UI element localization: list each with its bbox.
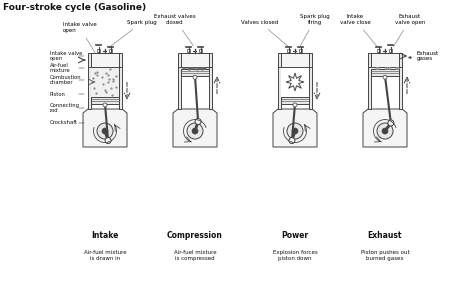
Text: Exhaust
valve open: Exhaust valve open: [393, 14, 425, 47]
Text: Crockshaft: Crockshaft: [50, 121, 78, 126]
Text: Intake valve
open: Intake valve open: [63, 22, 97, 54]
Bar: [371, 53, 399, 67]
Bar: [88, 53, 122, 67]
Polygon shape: [286, 73, 304, 91]
Polygon shape: [273, 109, 317, 147]
Bar: [91, 97, 119, 104]
Text: Air-fuel mixture
is drawn in: Air-fuel mixture is drawn in: [84, 250, 126, 261]
Bar: [181, 69, 209, 76]
Bar: [371, 67, 399, 69]
Bar: [309, 67, 312, 109]
Circle shape: [292, 128, 298, 134]
Bar: [209, 67, 212, 109]
Circle shape: [102, 128, 108, 134]
Text: Combustion
chamber: Combustion chamber: [50, 74, 82, 85]
Text: Power: Power: [282, 232, 309, 241]
Circle shape: [289, 138, 295, 144]
Text: Exhaust: Exhaust: [368, 232, 402, 241]
Circle shape: [192, 128, 198, 134]
Polygon shape: [83, 109, 127, 147]
Bar: [178, 53, 212, 67]
Bar: [181, 53, 209, 67]
Bar: [399, 67, 402, 109]
Circle shape: [97, 123, 113, 139]
Bar: [88, 67, 91, 109]
Circle shape: [287, 123, 303, 139]
Text: Intake
valve close: Intake valve close: [340, 14, 377, 47]
Bar: [181, 67, 209, 69]
Text: Connecting
rod: Connecting rod: [50, 103, 80, 114]
Bar: [281, 67, 309, 109]
Circle shape: [388, 120, 394, 126]
Text: Exhaust
gases: Exhaust gases: [409, 51, 439, 62]
Text: Piston: Piston: [50, 92, 66, 96]
Bar: [91, 67, 119, 97]
Bar: [390, 49, 392, 52]
Text: Compression: Compression: [167, 232, 223, 241]
Bar: [278, 53, 312, 67]
Bar: [281, 97, 309, 104]
Text: Intake: Intake: [91, 232, 118, 241]
Bar: [368, 67, 371, 109]
Circle shape: [105, 138, 111, 144]
Text: Exhaust valves
closed: Exhaust valves closed: [154, 14, 196, 46]
Bar: [377, 49, 381, 52]
Circle shape: [187, 123, 203, 139]
Text: Valves closed: Valves closed: [241, 20, 288, 46]
Bar: [119, 67, 122, 109]
Bar: [281, 67, 309, 97]
Circle shape: [382, 128, 388, 134]
Bar: [200, 49, 202, 52]
Text: Explosion forces
piston down: Explosion forces piston down: [273, 250, 318, 261]
Text: Spark plug: Spark plug: [109, 20, 157, 47]
Bar: [300, 49, 302, 52]
Text: Intake valve
open: Intake valve open: [50, 51, 82, 62]
Bar: [371, 69, 399, 76]
Text: Piston pushes out
burned gases: Piston pushes out burned gases: [361, 250, 410, 261]
Polygon shape: [173, 109, 217, 147]
Bar: [278, 67, 281, 109]
Bar: [281, 53, 309, 67]
Bar: [188, 49, 191, 52]
Bar: [98, 49, 100, 52]
Circle shape: [103, 103, 107, 107]
Polygon shape: [363, 109, 407, 147]
Bar: [91, 53, 119, 67]
Text: Air-fuel
mixture: Air-fuel mixture: [50, 63, 71, 73]
Text: Air-fuel mixture
is compressed: Air-fuel mixture is compressed: [173, 250, 216, 261]
Bar: [109, 49, 112, 52]
Bar: [178, 67, 181, 109]
Circle shape: [293, 103, 297, 107]
Circle shape: [383, 75, 387, 79]
Text: Spark plug
firing: Spark plug firing: [300, 14, 330, 46]
Text: Four-stroke cycle (Gasoline): Four-stroke cycle (Gasoline): [3, 3, 146, 12]
Circle shape: [195, 119, 201, 124]
Circle shape: [193, 75, 197, 79]
Bar: [371, 67, 399, 109]
Bar: [368, 53, 402, 67]
Bar: [91, 67, 119, 109]
Circle shape: [377, 123, 393, 139]
Bar: [288, 49, 291, 52]
Bar: [181, 67, 209, 109]
